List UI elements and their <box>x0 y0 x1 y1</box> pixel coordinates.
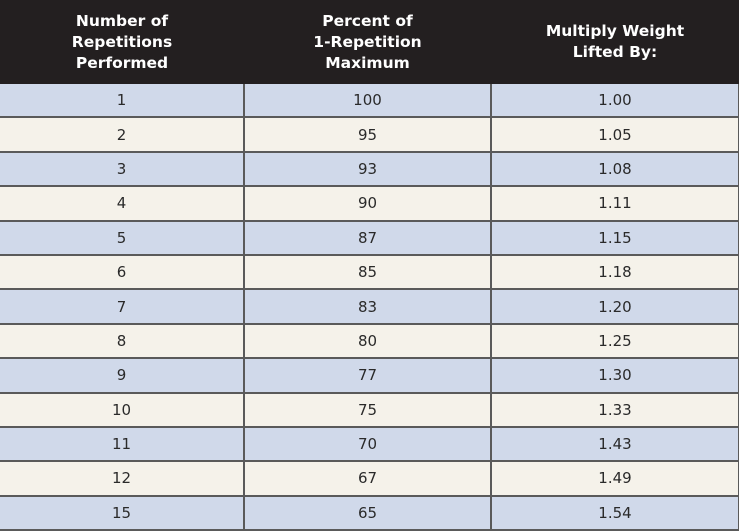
table-row: 1 100 1.00 <box>0 84 739 119</box>
repetitions-cell: 5 <box>0 220 245 256</box>
percent-cell: 100 <box>243 84 492 119</box>
table-row: 2 95 1.05 <box>0 117 739 153</box>
table-row: 8 80 1.25 <box>0 323 739 360</box>
percent-cell: 65 <box>243 495 492 531</box>
table-row: 6 85 1.18 <box>0 254 739 291</box>
multiplier-cell: 1.54 <box>490 495 739 531</box>
percent-cell: 95 <box>243 117 492 153</box>
multiplier-cell: 1.05 <box>490 117 739 153</box>
table-row: 10 75 1.33 <box>0 392 739 428</box>
percent-cell: 85 <box>243 254 492 291</box>
percent-cell: 77 <box>243 358 492 394</box>
multiplier-cell: 1.00 <box>490 84 739 119</box>
repetitions-cell: 3 <box>0 151 245 188</box>
percent-cell: 83 <box>243 289 492 325</box>
multiplier-cell: 1.11 <box>490 186 739 222</box>
table-row: 12 67 1.49 <box>0 461 739 497</box>
multiplier-cell: 1.15 <box>490 220 739 256</box>
repetitions-cell: 11 <box>0 426 245 463</box>
percent-cell: 80 <box>243 323 492 360</box>
percent-cell: 93 <box>243 151 492 188</box>
table-row: 15 65 1.54 <box>0 495 739 531</box>
repetitions-cell: 8 <box>0 323 245 360</box>
percent-cell: 87 <box>243 220 492 256</box>
repetitions-cell: 9 <box>0 358 245 394</box>
header-repetitions: Number of Repetitions Performed <box>0 0 244 84</box>
table-row: 9 77 1.30 <box>0 358 739 394</box>
table-body: 1 100 1.00 2 95 1.05 3 93 1.08 4 90 1.11 5 87 1.15 6 85 1… <box>0 84 739 531</box>
repetitions-cell: 4 <box>0 186 245 222</box>
header-row: Number of Repetitions Performed Percent of… <box>0 0 739 84</box>
table-row: 7 83 1.20 <box>0 289 739 325</box>
header-percent-1rm: Percent of 1-Repetition Maximum <box>244 0 491 84</box>
repetitions-cell: 10 <box>0 392 245 428</box>
multiplier-cell: 1.49 <box>490 461 739 497</box>
multiplier-cell: 1.18 <box>490 254 739 291</box>
table-row: 5 87 1.15 <box>0 220 739 256</box>
percent-cell: 70 <box>243 426 492 463</box>
repetitions-cell: 7 <box>0 289 245 325</box>
percent-cell: 90 <box>243 186 492 222</box>
multiplier-cell: 1.20 <box>490 289 739 325</box>
repetitions-cell: 6 <box>0 254 245 291</box>
table-row: 11 70 1.43 <box>0 426 739 463</box>
table-row: 4 90 1.11 <box>0 186 739 222</box>
multiplier-cell: 1.33 <box>490 392 739 428</box>
percent-cell: 75 <box>243 392 492 428</box>
repetitions-cell: 1 <box>0 84 245 119</box>
table-row: 3 93 1.08 <box>0 151 739 188</box>
repetitions-cell: 2 <box>0 117 245 153</box>
multiplier-cell: 1.25 <box>490 323 739 360</box>
repetitions-cell: 15 <box>0 495 245 531</box>
multiplier-cell: 1.30 <box>490 358 739 394</box>
multiplier-cell: 1.08 <box>490 151 739 188</box>
percent-cell: 67 <box>243 461 492 497</box>
header-multiplier: Multiply Weight Lifted By: <box>491 0 739 84</box>
repetitions-cell: 12 <box>0 461 245 497</box>
multiplier-cell: 1.43 <box>490 426 739 463</box>
